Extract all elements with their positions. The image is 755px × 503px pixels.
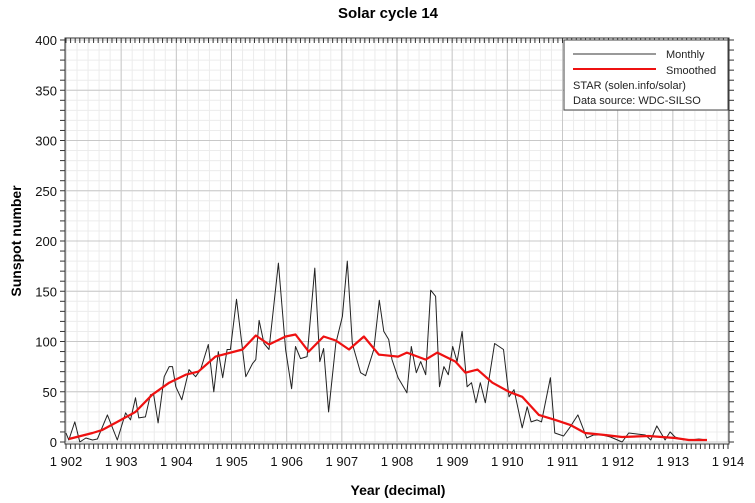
x-tick-label: 1 904 — [160, 454, 193, 469]
legend-note-data: Data source: WDC-SILSO — [573, 95, 701, 107]
series-layer — [65, 260, 708, 443]
x-tick-label: 1 910 — [491, 454, 524, 469]
tick-labels: 1 902 1 903 1 904 1 905 1 906 1 907 1 908 1 909… — [35, 33, 744, 469]
legend-smoothed-label: Smoothed — [666, 65, 716, 77]
y-tick-label: 50 — [43, 385, 57, 400]
y-tick-label: 0 — [50, 435, 57, 450]
series-line-smoothed — [68, 333, 707, 442]
x-tick-label: 1 907 — [326, 454, 359, 469]
y-tick-label: 300 — [35, 134, 57, 149]
x-axis-label: Year (decimal) — [351, 482, 446, 498]
x-tick-label: 1 912 — [601, 454, 634, 469]
legend-box — [563, 39, 729, 111]
x-tick-label: 1 905 — [215, 454, 248, 469]
x-tick-label: 1 908 — [381, 454, 414, 469]
chart-title: Solar cycle 14 — [338, 5, 439, 22]
y-tick-label: 100 — [35, 335, 57, 350]
x-tick-label: 1 906 — [270, 454, 303, 469]
y-axis-label: Sunspot number — [8, 185, 24, 297]
y-tick-label: 250 — [35, 184, 57, 199]
grid — [65, 39, 729, 443]
legend-note-source: STAR (solen.info/solar) — [573, 80, 686, 92]
x-tick-label: 1 902 — [50, 454, 83, 469]
x-tick-label: 1 903 — [105, 454, 138, 469]
legend: Monthly Smoothed STAR (solen.info/solar)… — [563, 39, 729, 111]
x-tick-label: 1 911 — [547, 454, 579, 469]
x-tick-label: 1 914 — [712, 454, 745, 469]
y-tick-label: 350 — [35, 83, 57, 98]
y-tick-label: 400 — [35, 33, 57, 48]
x-tick-label: 1 913 — [657, 454, 690, 469]
legend-monthly-label: Monthly — [666, 49, 705, 61]
x-tick-label: 1 909 — [436, 454, 469, 469]
y-tick-label: 200 — [35, 234, 57, 249]
y-tick-label: 150 — [35, 284, 57, 299]
